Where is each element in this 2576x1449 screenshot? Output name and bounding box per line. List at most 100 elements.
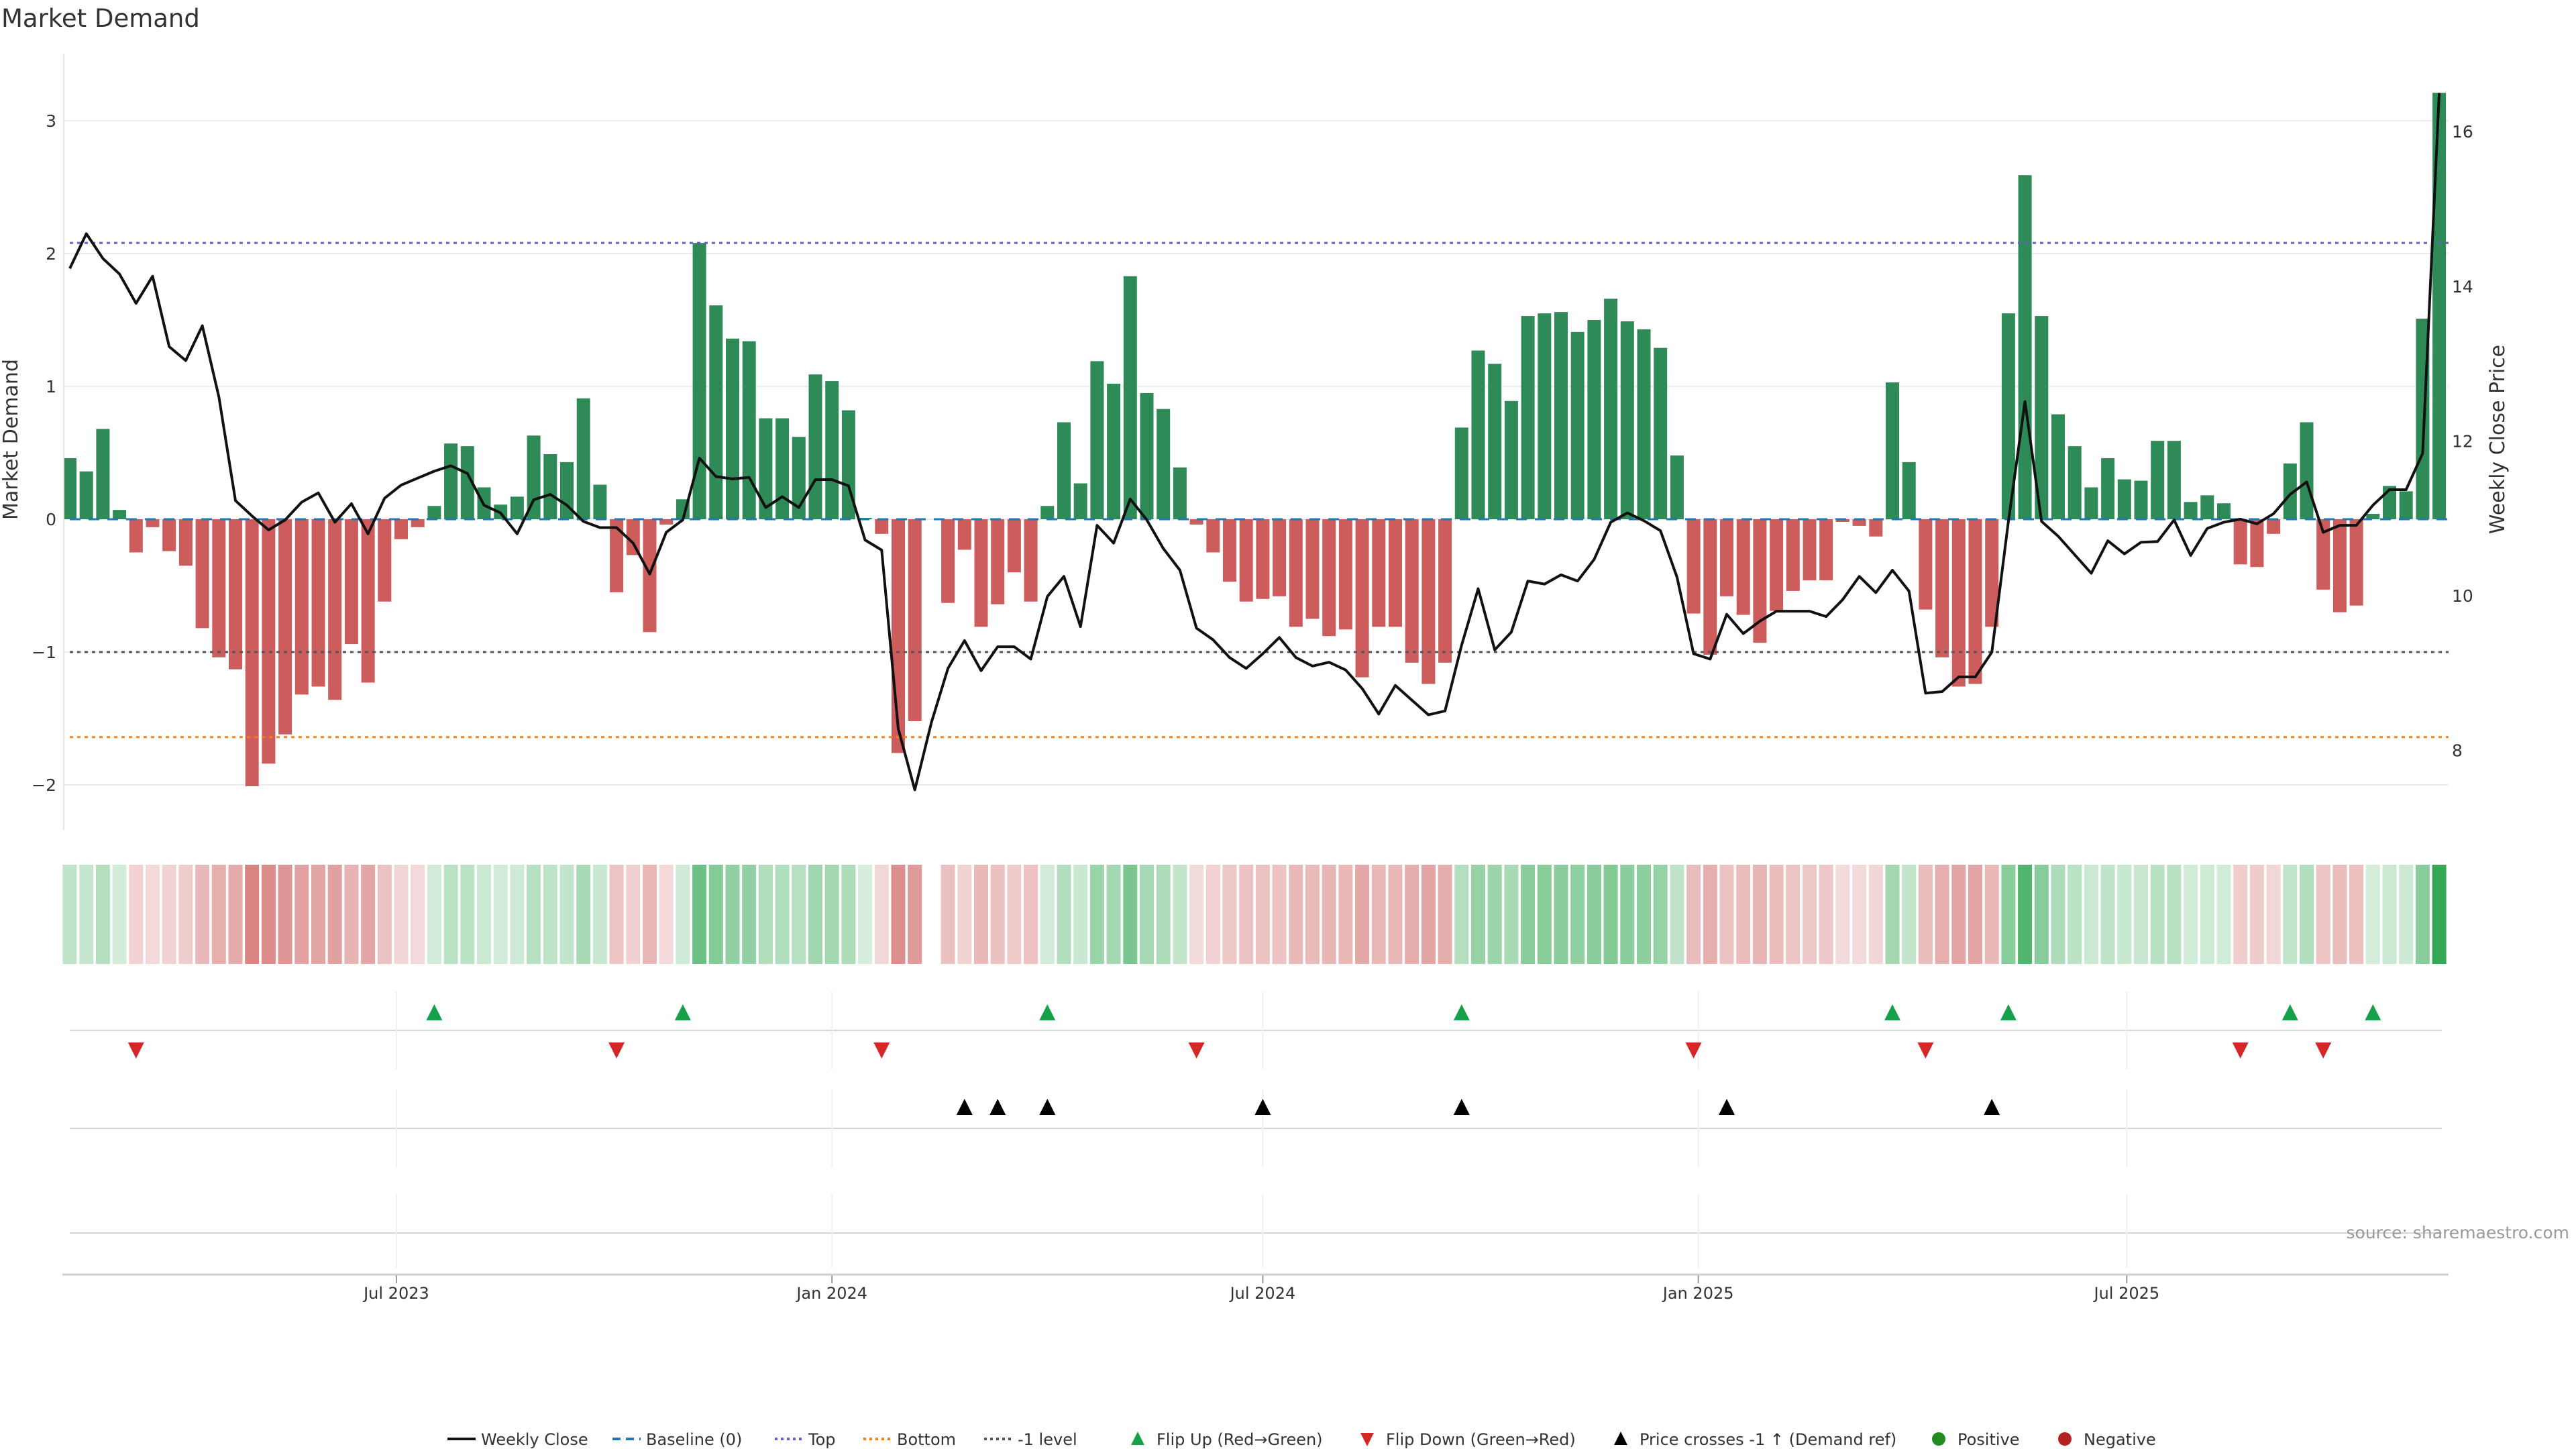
negative-bar: [1935, 519, 1949, 657]
negative-bar: [1389, 519, 1402, 627]
heat-cell: [228, 865, 243, 964]
negative-bar: [941, 519, 955, 603]
heat-cell: [974, 865, 988, 964]
price-cross-marker: [956, 1099, 973, 1115]
negative-bar: [2316, 519, 2330, 590]
heat-cell: [178, 865, 193, 964]
positive-bar: [808, 374, 822, 519]
positive-bar: [1107, 384, 1121, 519]
positive-bar: [692, 243, 706, 519]
legend-negative-icon: [2058, 1432, 2072, 1446]
heat-cell: [2399, 865, 2414, 964]
heat-cell: [957, 865, 972, 964]
legend-label: Negative: [2084, 1430, 2156, 1449]
flip-up-marker: [1039, 1004, 1056, 1020]
heat-cell: [1222, 865, 1237, 964]
heat-cell: [1504, 865, 1519, 964]
heat-cell: [2216, 865, 2231, 964]
negative-bar: [411, 519, 425, 527]
y-tick-label: 0: [46, 510, 56, 529]
heat-cell: [2084, 865, 2098, 964]
positive-bar: [2051, 414, 2065, 519]
positive-bar: [1157, 409, 1171, 519]
negative-bar: [1869, 519, 1883, 537]
positive-bar: [1604, 299, 1618, 519]
heat-cell: [1189, 865, 1204, 964]
x-tick-label: Jul 2025: [2092, 1284, 2159, 1303]
flip-up-marker: [2000, 1004, 2017, 1020]
heat-cell: [245, 865, 260, 964]
heat-cell: [2283, 865, 2298, 964]
heat-cell: [1719, 865, 1734, 964]
positive-bar: [1488, 364, 1502, 519]
heat-cell: [1835, 865, 1850, 964]
negative-bar: [394, 519, 408, 539]
heat-cell: [758, 865, 773, 964]
y2-tick-label: 8: [2452, 741, 2463, 761]
positive-bar: [2184, 502, 2198, 519]
flip-down-marker: [873, 1042, 890, 1059]
positive-bar: [1654, 347, 1668, 519]
positive-bar: [2300, 422, 2314, 519]
positive-bar: [775, 418, 790, 519]
heat-cell: [874, 865, 889, 964]
negative-bar: [178, 519, 193, 566]
y2-tick-label: 14: [2452, 277, 2473, 297]
negative-bar: [1985, 519, 1999, 627]
positive-bar: [1902, 462, 1916, 519]
positive-bar: [2068, 446, 2082, 519]
heat-cell: [858, 865, 873, 964]
demand-heat-strip: [62, 865, 2447, 964]
heat-cell: [1322, 865, 1336, 964]
heat-cell: [1355, 865, 1370, 964]
positive-bar: [2217, 503, 2231, 519]
heat-cell: [460, 865, 475, 964]
heat-cell: [543, 865, 557, 964]
heat-cell: [162, 865, 176, 964]
heat-cell: [2200, 865, 2214, 964]
negative-bar: [1239, 519, 1253, 602]
flip-down-marker: [1917, 1042, 1934, 1059]
negative-bar: [957, 519, 971, 550]
heat-cell: [2316, 865, 2330, 964]
price-cross-marker: [1039, 1099, 1056, 1115]
negative-bar: [1438, 519, 1452, 663]
heat-cell: [775, 865, 790, 964]
negative-bar: [1703, 519, 1717, 655]
weekly-close-polyline: [68, 93, 2441, 792]
positive-bar: [593, 484, 607, 519]
negative-bar: [262, 519, 276, 764]
heat-cell: [1454, 865, 1469, 964]
heat-cell: [1388, 865, 1403, 964]
heat-cell: [261, 865, 276, 964]
flip-up-marker: [426, 1004, 443, 1020]
heat-cell: [659, 865, 674, 964]
y2-axis-label: Weekly Close Price: [2486, 345, 2510, 534]
negative-bar: [311, 519, 325, 687]
negative-bar: [2267, 519, 2281, 534]
legend-label: Baseline (0): [646, 1430, 742, 1449]
heat-cell: [2382, 865, 2397, 964]
heat-cell: [2150, 865, 2165, 964]
positive-bar: [1521, 316, 1535, 519]
heat-cell: [1040, 865, 1055, 964]
positive-bar: [1123, 276, 1137, 519]
heat-cell: [576, 865, 591, 964]
heat-cell: [824, 865, 839, 964]
negative-bar: [1421, 519, 1436, 684]
price-cross-marker: [1984, 1099, 2000, 1115]
heat-cell: [1670, 865, 1684, 964]
heat-cell: [443, 865, 458, 964]
heat-cell: [1803, 865, 1817, 964]
negative-bar: [1007, 519, 1021, 573]
negative-bar: [1770, 519, 1784, 611]
positive-bar: [1173, 467, 1187, 519]
heat-cell: [1338, 865, 1353, 964]
positive-bar: [759, 418, 773, 519]
price-cross-marker: [989, 1099, 1006, 1115]
heat-cell: [510, 865, 525, 964]
negative-bar: [1786, 519, 1800, 591]
gridlines: [64, 120, 2449, 1268]
negative-bar: [1951, 519, 1966, 687]
heat-cell: [1587, 865, 1601, 964]
